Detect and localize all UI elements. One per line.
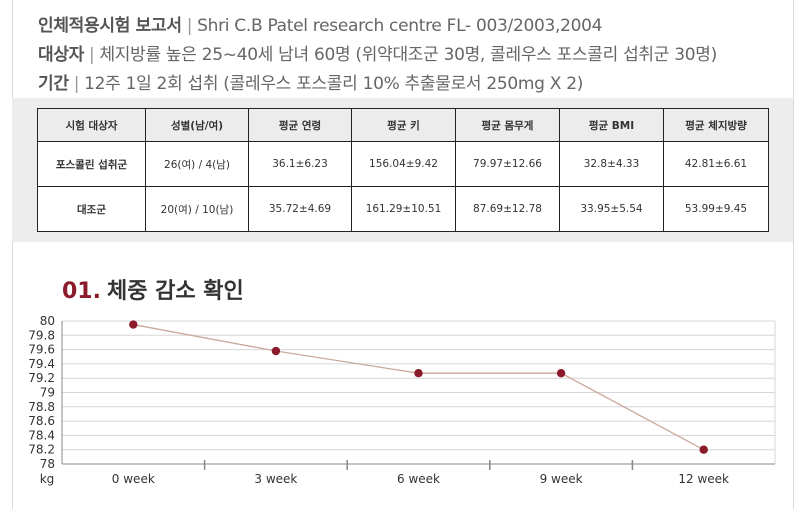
table-cell: 42.81±6.61 bbox=[663, 141, 769, 187]
header-cell: 평균 연령 bbox=[248, 108, 352, 142]
header-cell: 평균 몸무게 bbox=[455, 108, 560, 142]
y-axis-label: kg bbox=[40, 472, 55, 486]
table-row: 대조군 20(여) / 10(남) 35.72±4.69 161.29±10.5… bbox=[37, 186, 769, 232]
x-tick-label: 3 week bbox=[254, 472, 297, 486]
x-tick-label: 12 week bbox=[678, 472, 729, 486]
period-value: 12주 1일 2회 섭취 (콜레우스 포스콜리 10% 추출물로서 250mg … bbox=[84, 74, 584, 94]
y-tick-label: 79.8 bbox=[28, 328, 55, 342]
subjects-table: 시험 대상자 성별(남/여) 평균 연령 평균 키 평균 몸무게 평균 BMI … bbox=[37, 108, 769, 232]
table-cell: 156.04±9.42 bbox=[351, 141, 456, 187]
y-tick-label: 78.4 bbox=[28, 428, 55, 442]
table-header-row: 시험 대상자 성별(남/여) 평균 연령 평균 키 평균 몸무게 평균 BMI … bbox=[37, 108, 769, 142]
table-panel: 시험 대상자 성별(남/여) 평균 연령 평균 키 평균 몸무게 평균 BMI … bbox=[12, 98, 793, 242]
y-tick-label: 79 bbox=[40, 386, 55, 400]
data-point bbox=[129, 320, 138, 329]
subjects-label: 대상자 bbox=[38, 45, 85, 65]
info-period-line: 기간 | 12주 1일 2회 섭취 (콜레우스 포스콜리 10% 추출물로서 250… bbox=[38, 69, 583, 94]
table-cell: 대조군 bbox=[37, 186, 146, 232]
table-cell: 87.69±12.78 bbox=[455, 186, 560, 232]
header-cell: 성별(남/여) bbox=[145, 108, 249, 142]
separator: | bbox=[186, 16, 193, 36]
header-cell: 시험 대상자 bbox=[37, 108, 146, 142]
period-label: 기간 bbox=[38, 74, 69, 94]
table-cell: 20(여) / 10(남) bbox=[145, 186, 249, 232]
separator: | bbox=[73, 74, 80, 94]
frame-left-border bbox=[12, 0, 13, 509]
section-number: 01. bbox=[62, 279, 101, 304]
y-tick-label: 80 bbox=[40, 314, 55, 328]
y-tick-label: 79.6 bbox=[28, 343, 55, 357]
table-cell: 161.29±10.51 bbox=[351, 186, 456, 232]
x-tick-label: 6 week bbox=[397, 472, 440, 486]
y-tick-label: 79.2 bbox=[28, 371, 55, 385]
table-cell: 32.8±4.33 bbox=[559, 141, 664, 187]
table-cell: 35.72±4.69 bbox=[248, 186, 352, 232]
data-point bbox=[271, 346, 281, 356]
report-value: Shri C.B Patel research centre FL- 003/2… bbox=[197, 16, 603, 36]
report-label: 인체적용시험 보고서 bbox=[38, 16, 182, 36]
table-cell: 53.99±9.45 bbox=[663, 186, 769, 232]
x-tick-label: 9 week bbox=[540, 472, 583, 486]
table-cell: 포스콜린 섭취군 bbox=[37, 141, 146, 187]
subjects-value: 체지방률 높은 25~40세 남녀 60명 (위약대조군 30명, 콜레우스 포… bbox=[99, 45, 717, 65]
separator: | bbox=[89, 45, 95, 65]
y-tick-label: 78.6 bbox=[28, 414, 55, 428]
y-tick-label: 78.2 bbox=[28, 443, 55, 457]
table-row: 포스콜린 섭취군 26(여) / 4(남) 36.1±6.23 156.04±9… bbox=[37, 141, 769, 187]
data-point bbox=[699, 445, 708, 454]
section-title-text: 체중 감소 확인 bbox=[106, 279, 244, 304]
table-cell: 33.95±5.54 bbox=[559, 186, 664, 232]
table-cell: 79.97±12.66 bbox=[455, 141, 560, 187]
table-cell: 26(여) / 4(남) bbox=[145, 141, 249, 187]
header-cell: 평균 체지방량 bbox=[663, 108, 769, 142]
series-line bbox=[133, 323, 705, 451]
x-tick-label: 0 week bbox=[112, 472, 155, 486]
data-point bbox=[556, 368, 566, 378]
frame-right-border bbox=[793, 0, 794, 509]
info-report-line: 인체적용시험 보고서 | Shri C.B Patel research centr… bbox=[38, 11, 602, 36]
data-point bbox=[414, 368, 423, 378]
y-tick-label: 78.8 bbox=[28, 400, 55, 414]
y-tick-label: 79.4 bbox=[28, 357, 55, 371]
y-tick-label: 78 bbox=[40, 457, 55, 471]
table-cell: 36.1±6.23 bbox=[248, 141, 352, 187]
info-subjects-line: 대상자 | 체지방률 높은 25~40세 남녀 60명 (위약대조군 30명, 콜레… bbox=[38, 40, 717, 65]
header-cell: 평균 키 bbox=[351, 108, 456, 142]
section-title: 01. 체중 감소 확인 bbox=[62, 273, 244, 305]
header-cell: 평균 BMI bbox=[559, 108, 664, 142]
